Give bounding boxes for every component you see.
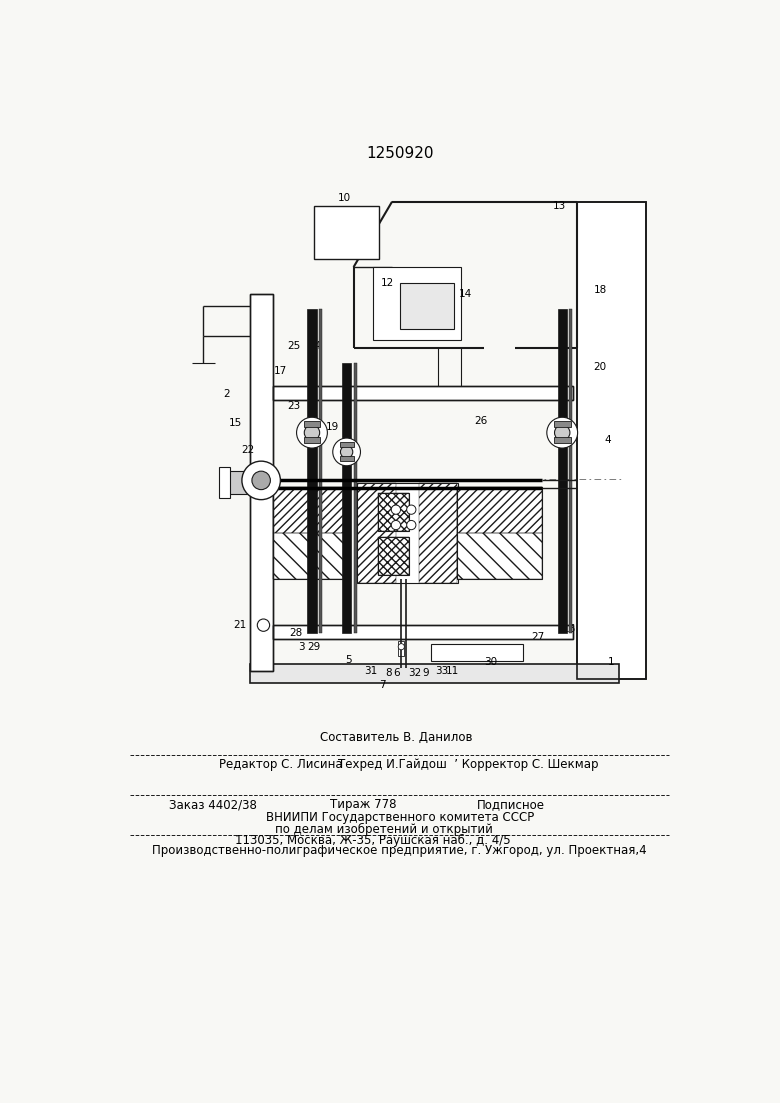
Text: 6: 6: [393, 668, 400, 678]
Bar: [357, 483, 396, 582]
Circle shape: [399, 644, 404, 650]
Bar: [458, 486, 542, 579]
Text: Тираж 778: Тираж 778: [331, 799, 397, 811]
Bar: [307, 310, 317, 633]
Text: 113035, Москва, Ж-35, Раушская наб., д. 4/5: 113035, Москва, Ж-35, Раушская наб., д. …: [235, 834, 511, 847]
Bar: [399, 641, 404, 656]
Bar: [378, 537, 409, 575]
Text: ВНИИПИ Государственного комитета СССР: ВНИИПИ Государственного комитета СССР: [266, 811, 534, 824]
Bar: [373, 267, 461, 340]
Bar: [419, 483, 458, 582]
Text: 20: 20: [594, 362, 607, 372]
Bar: [303, 421, 321, 427]
Circle shape: [392, 505, 400, 514]
Text: 24: 24: [308, 342, 321, 352]
Circle shape: [333, 438, 360, 465]
Text: Заказ 4402/38: Заказ 4402/38: [168, 799, 257, 811]
Text: 8: 8: [385, 668, 392, 678]
Text: 17: 17: [274, 366, 287, 376]
Text: 33: 33: [434, 666, 448, 676]
Text: 5: 5: [345, 655, 352, 665]
Text: 25: 25: [288, 342, 301, 352]
Text: 27: 27: [532, 632, 545, 642]
Text: Техред И.Гайдош  ’ Корректор С. Шекмар: Техред И.Гайдош ’ Корректор С. Шекмар: [339, 758, 599, 771]
Text: 9: 9: [423, 668, 429, 678]
Bar: [303, 437, 321, 442]
Text: 16: 16: [562, 624, 576, 634]
Text: 2: 2: [223, 389, 230, 399]
Text: Составитель В. Данилов: Составитель В. Данилов: [320, 731, 472, 745]
Circle shape: [257, 619, 270, 631]
Circle shape: [406, 505, 416, 514]
Text: 31: 31: [364, 666, 378, 676]
Text: 3: 3: [299, 642, 305, 652]
Bar: [273, 386, 573, 400]
Text: 23: 23: [288, 400, 301, 410]
Text: 32: 32: [409, 668, 422, 678]
Bar: [273, 625, 573, 639]
Text: 29: 29: [307, 642, 320, 652]
Bar: [554, 421, 571, 427]
Bar: [353, 363, 356, 633]
Bar: [357, 483, 458, 582]
Text: 21: 21: [234, 620, 247, 630]
Text: 1250920: 1250920: [366, 147, 434, 161]
Text: 14: 14: [459, 289, 472, 299]
Bar: [250, 664, 619, 683]
Circle shape: [340, 446, 353, 458]
Text: 19: 19: [325, 422, 339, 432]
Bar: [458, 486, 542, 533]
Circle shape: [555, 425, 570, 440]
Bar: [558, 310, 567, 633]
Text: 13: 13: [552, 201, 566, 211]
Text: 10: 10: [338, 193, 351, 203]
Circle shape: [296, 417, 328, 448]
Text: 18: 18: [594, 286, 607, 296]
Bar: [273, 386, 573, 400]
Bar: [458, 533, 542, 579]
Text: 11: 11: [445, 666, 459, 676]
Circle shape: [392, 521, 400, 529]
Circle shape: [547, 417, 578, 448]
Text: 4: 4: [604, 436, 611, 446]
Text: 28: 28: [289, 628, 303, 638]
Bar: [250, 295, 273, 672]
Bar: [273, 533, 349, 579]
Text: по делам изобретений и открытий: по делам изобретений и открытий: [275, 823, 493, 836]
Bar: [219, 468, 230, 499]
Bar: [378, 493, 409, 532]
Circle shape: [406, 521, 416, 529]
Bar: [314, 205, 379, 259]
Circle shape: [252, 471, 271, 490]
Bar: [431, 644, 523, 662]
Bar: [399, 282, 454, 329]
Text: 26: 26: [475, 416, 488, 426]
Bar: [569, 310, 573, 633]
Bar: [250, 295, 273, 672]
Bar: [319, 310, 322, 633]
Bar: [378, 493, 409, 532]
Bar: [577, 202, 646, 679]
Bar: [340, 456, 353, 461]
Bar: [554, 437, 571, 442]
Bar: [577, 202, 646, 679]
Text: 12: 12: [381, 278, 394, 288]
Text: Редактор С. Лисина: Редактор С. Лисина: [219, 758, 342, 771]
Bar: [273, 486, 349, 533]
Circle shape: [242, 461, 280, 500]
Text: 22: 22: [242, 446, 255, 456]
Bar: [378, 537, 409, 575]
Text: 15: 15: [229, 418, 243, 428]
Text: 30: 30: [484, 657, 497, 667]
Text: 1: 1: [608, 657, 615, 667]
Bar: [273, 625, 573, 639]
Text: 7: 7: [379, 681, 385, 690]
Bar: [226, 471, 273, 494]
Bar: [340, 442, 353, 448]
Text: Производственно-полиграфическое предприятие, г. Ужгород, ул. Проектная,4: Производственно-полиграфическое предприя…: [152, 844, 647, 857]
Circle shape: [304, 425, 320, 440]
Bar: [273, 486, 349, 579]
Bar: [342, 363, 351, 633]
Text: Подписное: Подписное: [477, 799, 544, 811]
